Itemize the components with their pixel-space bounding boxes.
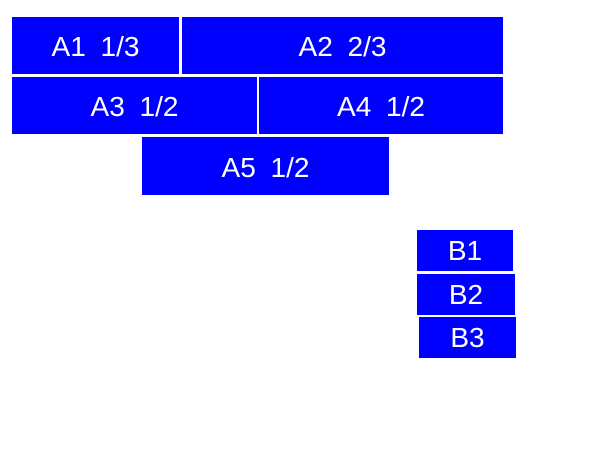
box-b1: B1	[417, 230, 513, 271]
box-a4: A4 1/2	[259, 77, 503, 134]
box-a3: A3 1/2	[12, 77, 257, 134]
box-a1: A1 1/3	[12, 17, 179, 74]
box-a5: A5 1/2	[142, 137, 389, 195]
box-b3: B3	[419, 317, 516, 358]
box-a2: A2 2/3	[182, 17, 503, 74]
box-b2: B2	[417, 274, 515, 315]
